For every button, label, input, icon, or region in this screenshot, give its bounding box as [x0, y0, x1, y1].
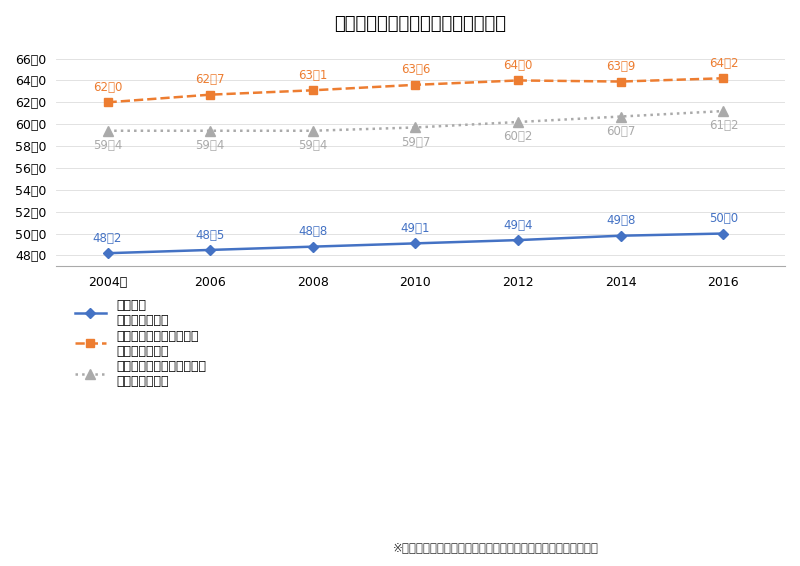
Text: 60．2: 60．2: [503, 130, 533, 143]
Text: 48．2: 48．2: [93, 232, 122, 245]
病院開設者・法人代表者
平均年齢（歳）: [308, 87, 318, 94]
Title: 医療機関経営者平均年齢（施設別）: 医療機関経営者平均年齢（施設別）: [334, 15, 506, 33]
Text: 64．0: 64．0: [503, 59, 533, 72]
診療所開設者・法人代表者
平均年齢（歳）: [308, 127, 318, 134]
Text: 63．9: 63．9: [606, 60, 635, 73]
Text: 48．8: 48．8: [298, 225, 327, 238]
Line: 医師全体
平均年齢（歳）: 医師全体 平均年齢（歳）: [104, 230, 727, 256]
Text: 59．7: 59．7: [401, 136, 430, 149]
診療所開設者・法人代表者
平均年齢（歳）: [206, 127, 215, 134]
医師全体
平均年齢（歳）: [410, 240, 420, 247]
Legend: 医師全体
平均年齢（歳）, 病院開設者・法人代表者
平均年齢（歳）, 診療所開設者・法人代表者
平均年齢（歳）: 医師全体 平均年齢（歳）, 病院開設者・法人代表者 平均年齢（歳）, 診療所開設…: [70, 294, 211, 393]
病院開設者・法人代表者
平均年齢（歳）: [718, 75, 728, 82]
病院開設者・法人代表者
平均年齢（歳）: [206, 91, 215, 98]
診療所開設者・法人代表者
平均年齢（歳）: [410, 124, 420, 131]
Text: 59．4: 59．4: [93, 139, 122, 152]
Line: 病院開設者・法人代表者
平均年齢（歳）: 病院開設者・法人代表者 平均年齢（歳）: [103, 74, 727, 106]
Line: 診療所開設者・法人代表者
平均年齢（歳）: 診療所開設者・法人代表者 平均年齢（歳）: [102, 106, 728, 136]
Text: 62．7: 62．7: [195, 74, 225, 87]
Text: 59．4: 59．4: [298, 139, 327, 152]
Text: 48．5: 48．5: [195, 229, 225, 242]
医師全体
平均年齢（歳）: [308, 243, 318, 250]
Text: 49．4: 49．4: [503, 218, 533, 231]
医師全体
平均年齢（歳）: [514, 237, 523, 243]
医師全体
平均年齢（歳）: [718, 230, 728, 237]
医師全体
平均年齢（歳）: [616, 232, 626, 239]
診療所開設者・法人代表者
平均年齢（歳）: [718, 108, 728, 114]
病院開設者・法人代表者
平均年齢（歳）: [410, 82, 420, 88]
診療所開設者・法人代表者
平均年齢（歳）: [102, 127, 112, 134]
Text: 50．0: 50．0: [709, 212, 738, 225]
Text: 62．0: 62．0: [93, 81, 122, 94]
Text: 49．1: 49．1: [401, 222, 430, 235]
病院開設者・法人代表者
平均年齢（歳）: [102, 99, 112, 106]
Text: 59．4: 59．4: [195, 139, 225, 152]
Text: 49．8: 49．8: [606, 215, 635, 228]
医師全体
平均年齢（歳）: [206, 247, 215, 254]
Text: ※出典：日医総研ワーキングペーパー「医業承継の現状と課題」: ※出典：日医総研ワーキングペーパー「医業承継の現状と課題」: [393, 542, 599, 555]
医師全体
平均年齢（歳）: [102, 250, 112, 256]
Text: 60．7: 60．7: [606, 125, 635, 138]
診療所開設者・法人代表者
平均年齢（歳）: [616, 113, 626, 120]
Text: 63．1: 63．1: [298, 69, 327, 82]
Text: 63．6: 63．6: [401, 63, 430, 76]
診療所開設者・法人代表者
平均年齢（歳）: [514, 119, 523, 126]
病院開設者・法人代表者
平均年齢（歳）: [616, 78, 626, 85]
Text: 64．2: 64．2: [709, 57, 738, 70]
病院開設者・法人代表者
平均年齢（歳）: [514, 77, 523, 84]
Text: 61．2: 61．2: [709, 119, 738, 132]
